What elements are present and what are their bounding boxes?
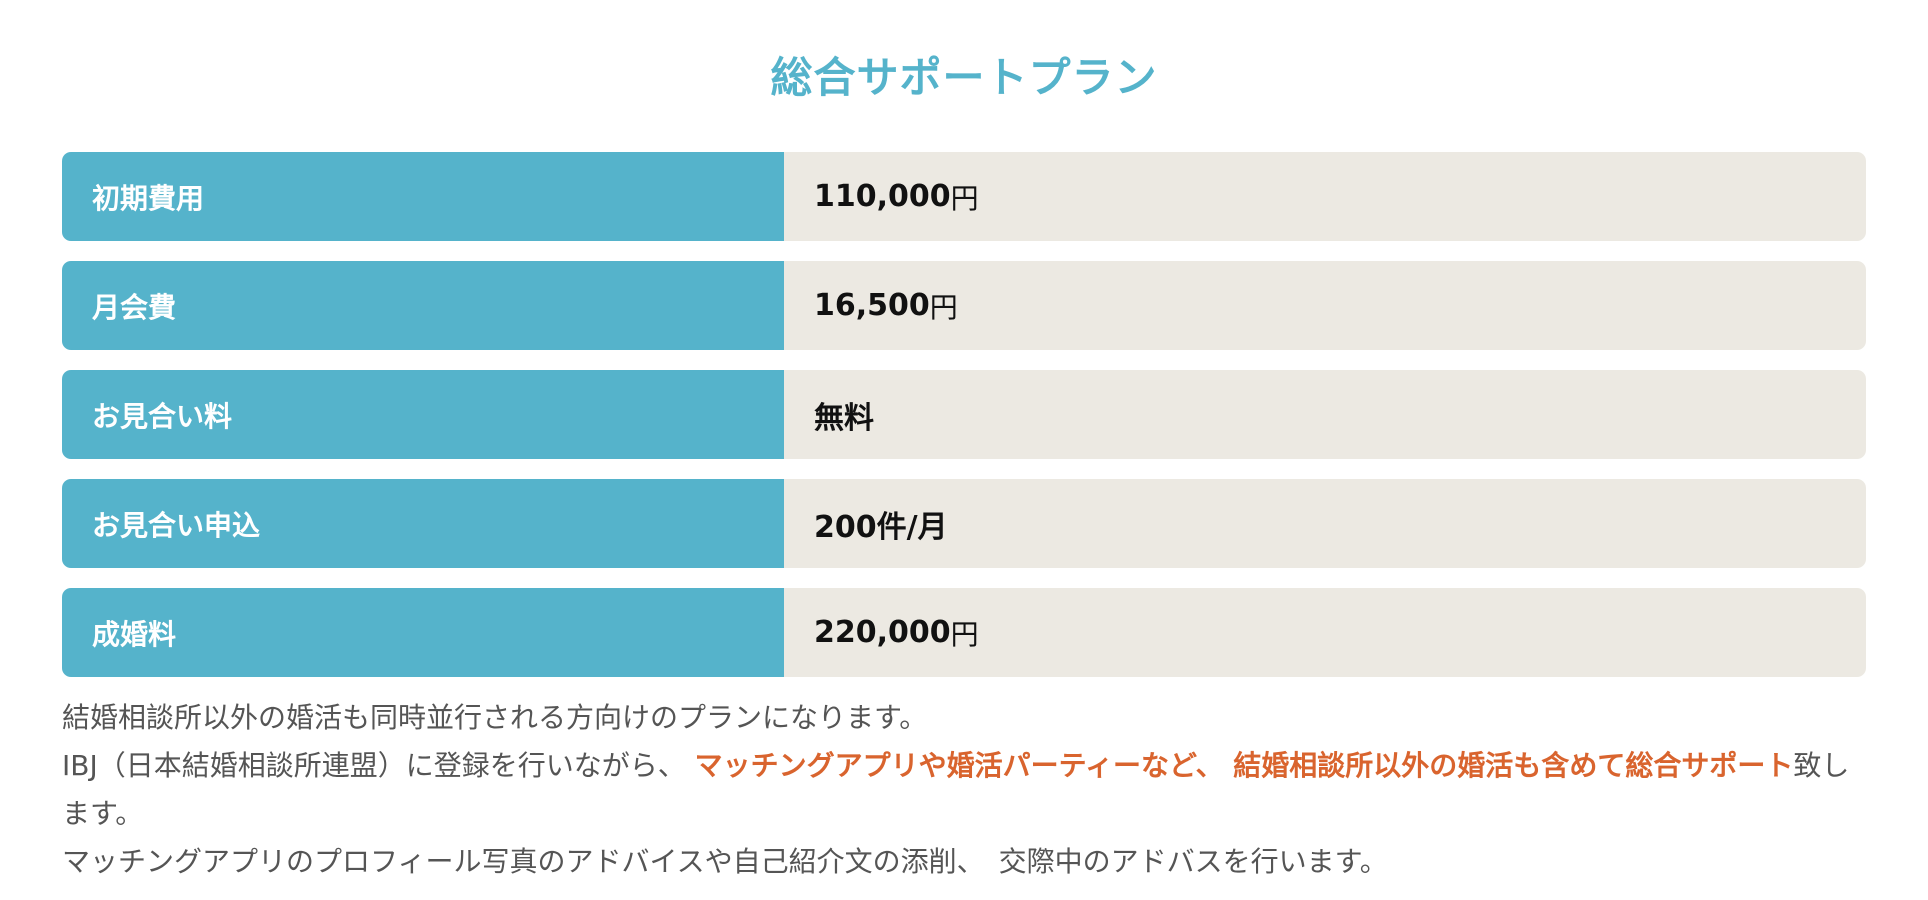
price-amount: 220,000 xyxy=(814,615,951,650)
description-line: IBJ（日本結婚相談所連盟）に登録を行いながら、 マッチングアプリや婚活パーティ… xyxy=(62,742,1872,838)
price-row-initial-fee: 初期費用 110,000 円 xyxy=(62,152,1866,241)
price-value: 220,000 円 xyxy=(784,588,1866,677)
price-unit: 円 xyxy=(929,290,958,324)
price-value: 200件/月 xyxy=(784,479,1866,568)
price-unit: 円 xyxy=(950,617,979,651)
price-row-omiai-fee: お見合い料 無料 xyxy=(62,370,1866,459)
description-highlight: マッチングアプリや婚活パーティーなど、 結婚相談所以外の婚活も含めて総合サポート xyxy=(694,749,1794,782)
price-row-monthly-fee: 月会費 16,500 円 xyxy=(62,261,1866,350)
price-table: 初期費用 110,000 円 月会費 16,500 円 お見合い料 無料 お見合い申… xyxy=(62,152,1866,697)
price-label: 成婚料 xyxy=(62,588,784,677)
description-text: 致します。 xyxy=(62,749,1850,830)
price-row-omiai-requests: お見合い申込 200件/月 xyxy=(62,479,1866,568)
price-amount: 無料 xyxy=(814,400,874,436)
price-amount: 200件/月 xyxy=(814,509,948,545)
plan-title: 総合サポートプラン xyxy=(770,53,1158,102)
price-row-marriage-fee: 成婚料 220,000 円 xyxy=(62,588,1866,677)
price-label: お見合い料 xyxy=(62,370,784,459)
price-amount: 110,000 xyxy=(814,179,951,214)
price-label: 初期費用 xyxy=(62,152,784,241)
price-amount: 16,500 xyxy=(814,288,930,323)
price-value: 110,000 円 xyxy=(784,152,1866,241)
price-label: お見合い申込 xyxy=(62,479,784,568)
description-line: 結婚相談所以外の婚活も同時並行される方向けのプランになります。 xyxy=(62,701,928,734)
description-text: IBJ（日本結婚相談所連盟）に登録を行いながら、 xyxy=(62,749,686,782)
price-value: 無料 xyxy=(784,370,1866,459)
price-label: 月会費 xyxy=(62,261,784,350)
price-value: 16,500 円 xyxy=(784,261,1866,350)
plan-description: 結婚相談所以外の婚活も同時並行される方向けのプランになります。 IBJ（日本結婚… xyxy=(62,694,1872,886)
price-unit: 円 xyxy=(950,181,979,215)
description-line: マッチングアプリのプロフィール写真のアドバイスや自己紹介文の添削、 交際中のアド… xyxy=(62,845,1388,878)
